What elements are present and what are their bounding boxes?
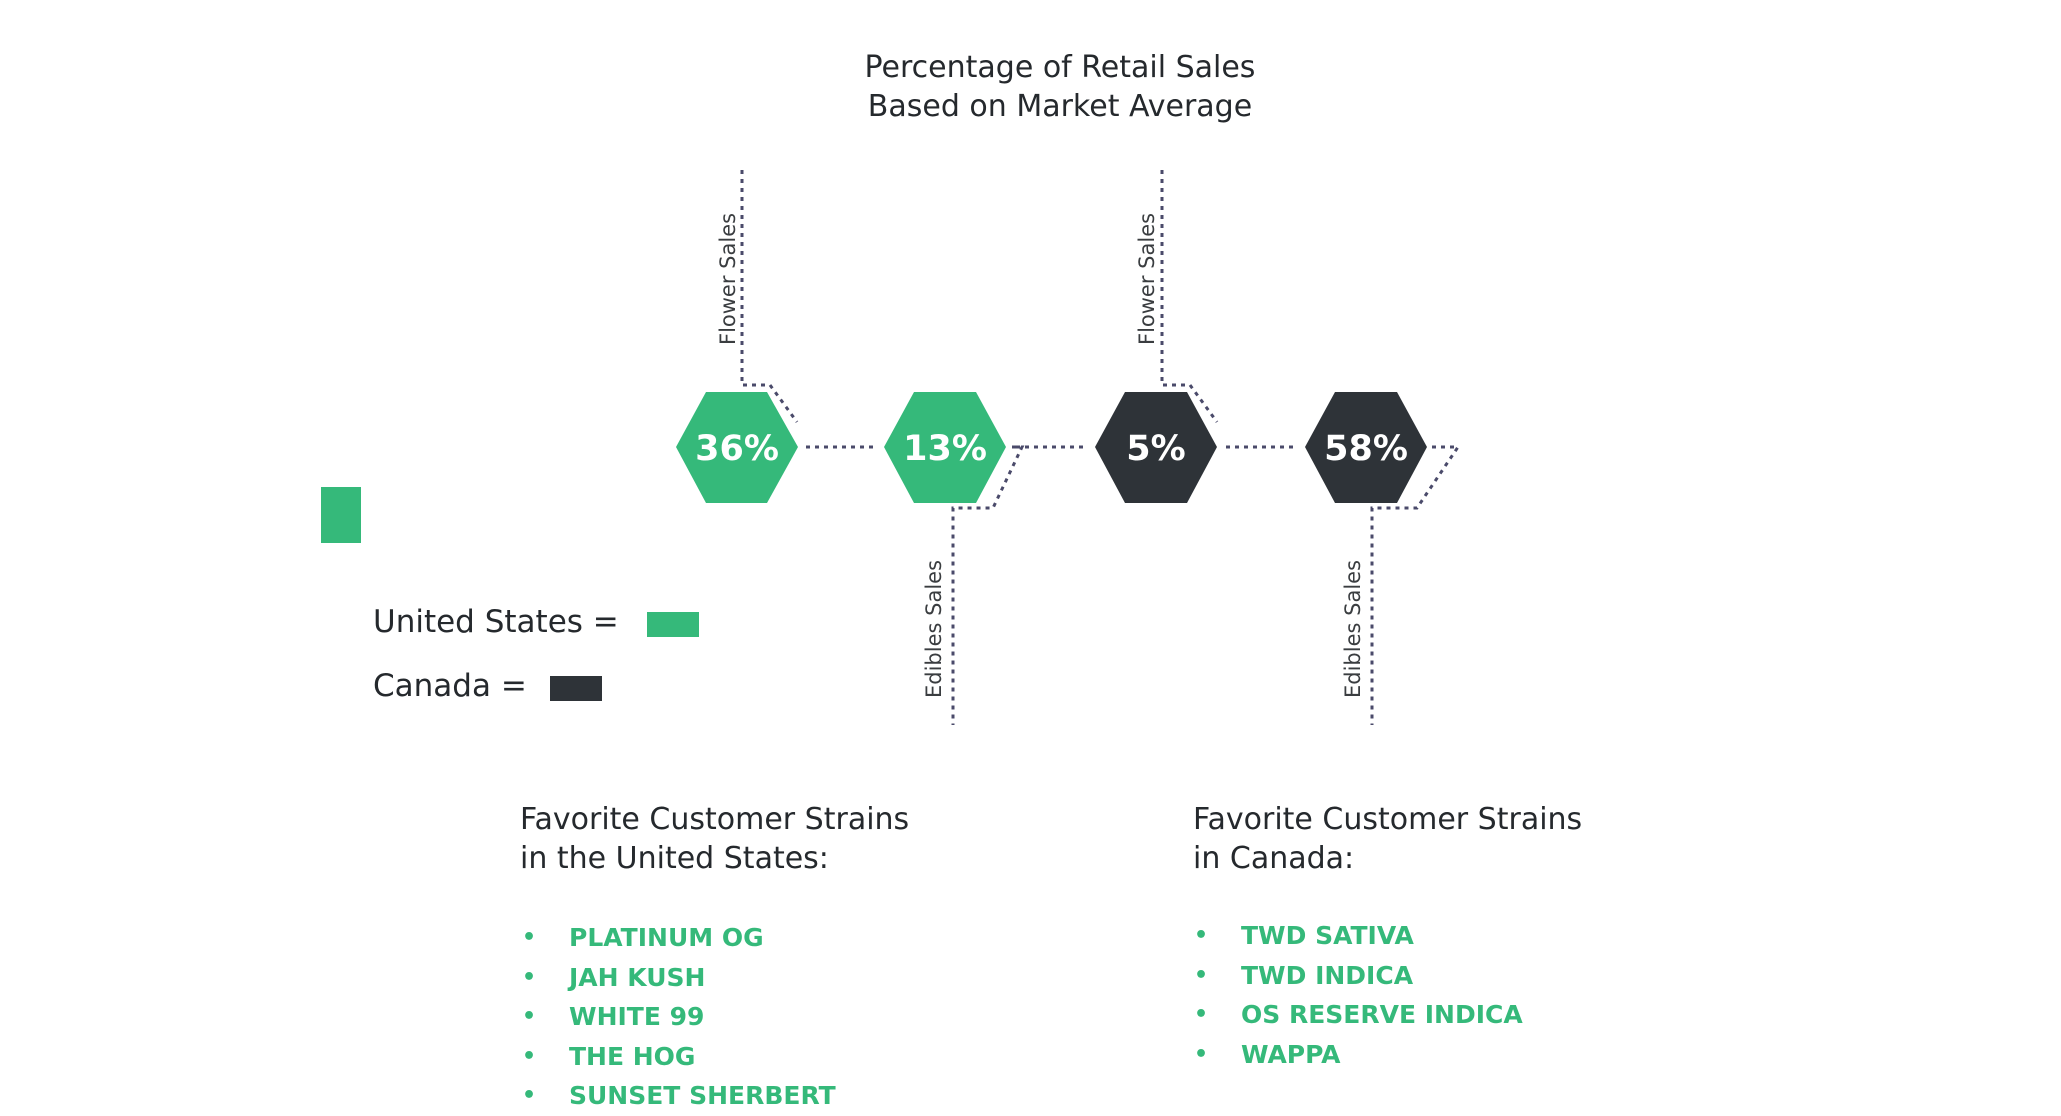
strain-name: THE HOG [569, 1041, 696, 1071]
hexagon-value: 58% [1324, 429, 1408, 469]
connector-lines [740, 170, 1461, 725]
hexagon-shape [884, 392, 1006, 503]
us-strains-heading-line-1: Favorite Customer Strains [520, 802, 910, 837]
strain-name: TWD INDICA [1241, 960, 1414, 990]
hexagon-13: 13% [884, 392, 1006, 503]
bullet-icon: • [1194, 1041, 1209, 1067]
us-strains-list: • PLATINUM OG • JAH KUSH • WHITE 99 • THE HOG • S… [522, 918, 836, 1116]
strain-item: • SUNSET SHERBERT [522, 1076, 836, 1116]
bullet-icon: • [522, 925, 537, 950]
strain-item: • THE HOG [522, 1037, 836, 1077]
us-strains-heading-line-2: in the United States: [520, 841, 829, 876]
title-line-2: Based on Market Average [867, 89, 1253, 124]
legend-canada-swatch [550, 676, 602, 701]
strain-name: WHITE 99 [569, 1002, 705, 1031]
bullet-icon: • [522, 964, 537, 990]
strain-item: • TWD INDICA [1194, 956, 1523, 996]
hexagon-value: 36% [695, 429, 779, 469]
strain-item: • WAPPA [1194, 1035, 1523, 1075]
flower-sales-label-canada: Flower Sales [1135, 213, 1159, 345]
strain-name: JAH KUSH [569, 962, 706, 992]
title-line-1: Percentage of Retail Sales [864, 50, 1256, 85]
strain-name: OS RESERVE INDICA [1241, 1000, 1523, 1029]
strain-name: WAPPA [1241, 1039, 1341, 1069]
hexagon-shape [1095, 392, 1217, 503]
legend-us-swatch [647, 612, 699, 637]
hexagon-shape [676, 392, 798, 503]
canada-strains-heading-line-1: Favorite Customer Strains [1193, 802, 1583, 837]
legend-canada-label: Canada = [373, 668, 527, 704]
hexagon-value: 5% [1126, 429, 1185, 469]
hexagon-58: 58% [1305, 392, 1427, 503]
strain-item: • OS RESERVE INDICA [1194, 995, 1523, 1035]
hexagon-shape [1305, 392, 1427, 503]
canada-strains-heading-line-2: in Canada: [1193, 841, 1355, 876]
hexagon-36: 36% [676, 392, 798, 503]
strain-item: • PLATINUM OG [522, 918, 836, 958]
bullet-icon: • [1194, 962, 1209, 988]
bullet-icon: • [1194, 923, 1209, 948]
flower-connector-us [740, 170, 799, 423]
edibles-sales-label-us: Edibles Sales [922, 560, 946, 698]
hexagon-5: 5% [1095, 392, 1217, 503]
strain-item: • JAH KUSH [522, 958, 836, 998]
decorative-green-block [321, 487, 361, 543]
strain-name: SUNSET SHERBERT [569, 1081, 836, 1110]
bullet-icon: • [1194, 1002, 1209, 1027]
bullet-icon: • [522, 1083, 537, 1108]
bullet-icon: • [522, 1043, 537, 1069]
bullet-icon: • [522, 1004, 537, 1029]
edibles-sales-label-canada: Edibles Sales [1341, 560, 1365, 698]
flower-connector-canada [1160, 170, 1219, 423]
strain-name: TWD SATIVA [1241, 921, 1414, 950]
canada-strains-list: • TWD SATIVA • TWD INDICA • OS RESERVE INDICA… [1194, 916, 1523, 1074]
strain-item: • WHITE 99 [522, 997, 836, 1037]
strain-item: • TWD SATIVA [1194, 916, 1523, 956]
edibles-connector-canada [1370, 445, 1461, 725]
hexagon-value: 13% [903, 429, 987, 469]
legend-us-label: United States = [373, 604, 619, 640]
flower-sales-label-us: Flower Sales [716, 213, 740, 345]
strain-name: PLATINUM OG [569, 923, 764, 952]
edibles-connector-us [951, 445, 1025, 725]
